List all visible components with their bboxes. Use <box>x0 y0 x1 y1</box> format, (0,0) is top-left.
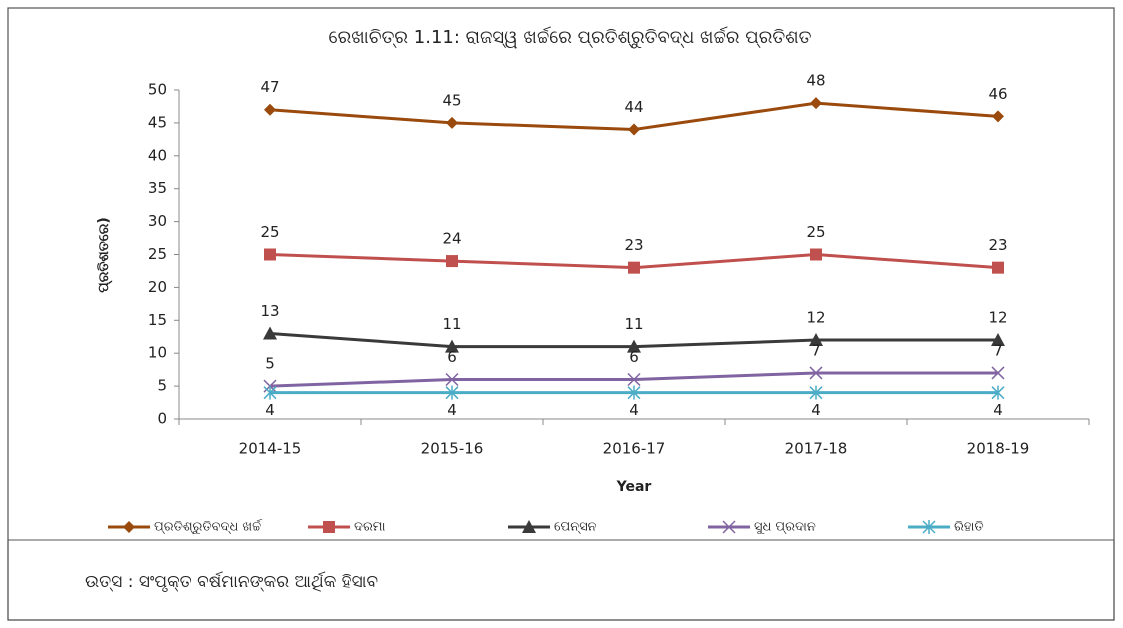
data-point <box>627 385 641 400</box>
data-point <box>446 255 458 268</box>
data-label: 24 <box>442 230 461 248</box>
data-point <box>263 326 277 340</box>
data-point <box>992 110 1004 123</box>
data-point <box>628 261 640 274</box>
data-point <box>991 385 1005 400</box>
data-label: 46 <box>988 85 1007 103</box>
y-tick-label: 40 <box>148 146 167 164</box>
data-label: 25 <box>260 223 279 241</box>
data-point <box>627 372 641 387</box>
chart-frame <box>7 7 1115 541</box>
data-label: 45 <box>442 91 461 109</box>
y-tick-label: 10 <box>148 344 167 362</box>
data-point <box>628 123 640 136</box>
legend-marker <box>123 521 135 533</box>
source-note: ଉତ୍ସ : ସଂପୃକ୍ତ ବର୍ଷମାନଙ୍କର ଆର୍ଥିକ ହିସାବ <box>85 571 378 592</box>
y-tick-label: 45 <box>148 113 167 131</box>
y-tick-label: 25 <box>148 245 167 263</box>
legend-label: ଦରମା <box>354 520 386 535</box>
legend-marker <box>522 520 536 533</box>
y-axis-label: ପ୍ରତିଶତରେ) <box>96 217 113 293</box>
data-label: 48 <box>806 72 825 90</box>
y-tick-label: 0 <box>157 410 167 428</box>
y-tick-label: 50 <box>148 81 167 99</box>
y-tick-label: 30 <box>148 212 167 230</box>
y-tick-label: 20 <box>148 278 167 296</box>
data-point <box>991 333 1005 347</box>
data-label: 13 <box>260 302 279 320</box>
data-label: 11 <box>624 315 643 333</box>
data-point <box>810 248 822 261</box>
y-tick-label: 5 <box>157 377 167 395</box>
data-label: 7 <box>993 341 1003 359</box>
data-label: 47 <box>260 78 279 96</box>
x-tick-label: 2014-15 <box>239 440 302 458</box>
data-point <box>264 248 276 261</box>
data-label: 12 <box>988 309 1007 327</box>
data-label: 23 <box>988 236 1007 254</box>
chart-title: ରେଖାଚିତ୍ର 1.11: ରାଜସ୍ୱ ଖର୍ଚ୍ଚରେ ପ୍ରତିଶ୍ର… <box>329 26 812 48</box>
legend-marker <box>922 520 936 534</box>
data-label: 25 <box>806 223 825 241</box>
y-tick-label: 15 <box>148 311 167 329</box>
legend-marker <box>323 521 335 533</box>
data-point <box>809 333 823 347</box>
legend-label: ପ୍ରତିଶ୍ରୁତିବଦ୍ଧ ଖର୍ଚ୍ଚ <box>154 519 263 535</box>
data-point <box>446 116 458 129</box>
data-point <box>810 97 822 110</box>
data-point <box>809 385 823 400</box>
legend-label: ସୁଧ ପ୍ରଦାନ <box>754 520 816 535</box>
data-label: 11 <box>442 315 461 333</box>
data-label: 23 <box>624 236 643 254</box>
data-label: 44 <box>624 98 643 116</box>
data-point <box>445 385 459 400</box>
data-point <box>992 261 1004 274</box>
data-label: 4 <box>265 401 275 419</box>
data-label: 4 <box>993 401 1003 419</box>
data-label: 4 <box>811 401 821 419</box>
data-point <box>445 372 459 387</box>
x-axis-label: Year <box>616 479 652 495</box>
data-label: 12 <box>806 309 825 327</box>
legend-label: ରିହାତି <box>954 520 984 535</box>
data-point <box>263 385 277 400</box>
data-label: 6 <box>447 348 457 366</box>
data-label: 6 <box>629 348 639 366</box>
data-label: 4 <box>447 401 457 419</box>
data-label: 4 <box>629 401 639 419</box>
data-label: 5 <box>265 355 275 373</box>
data-point <box>627 339 641 353</box>
legend-marker <box>722 520 736 534</box>
x-tick-label: 2018-19 <box>967 440 1030 458</box>
data-label: 7 <box>811 341 821 359</box>
legend-label: ପେନ୍‌ସନ <box>554 520 597 535</box>
data-point <box>264 103 276 116</box>
x-tick-label: 2016-17 <box>603 440 666 458</box>
y-tick-label: 35 <box>148 179 167 197</box>
data-point <box>809 366 823 380</box>
data-point <box>445 339 459 353</box>
data-point <box>991 366 1005 380</box>
x-tick-label: 2017-18 <box>785 440 848 458</box>
x-tick-label: 2015-16 <box>421 440 484 458</box>
